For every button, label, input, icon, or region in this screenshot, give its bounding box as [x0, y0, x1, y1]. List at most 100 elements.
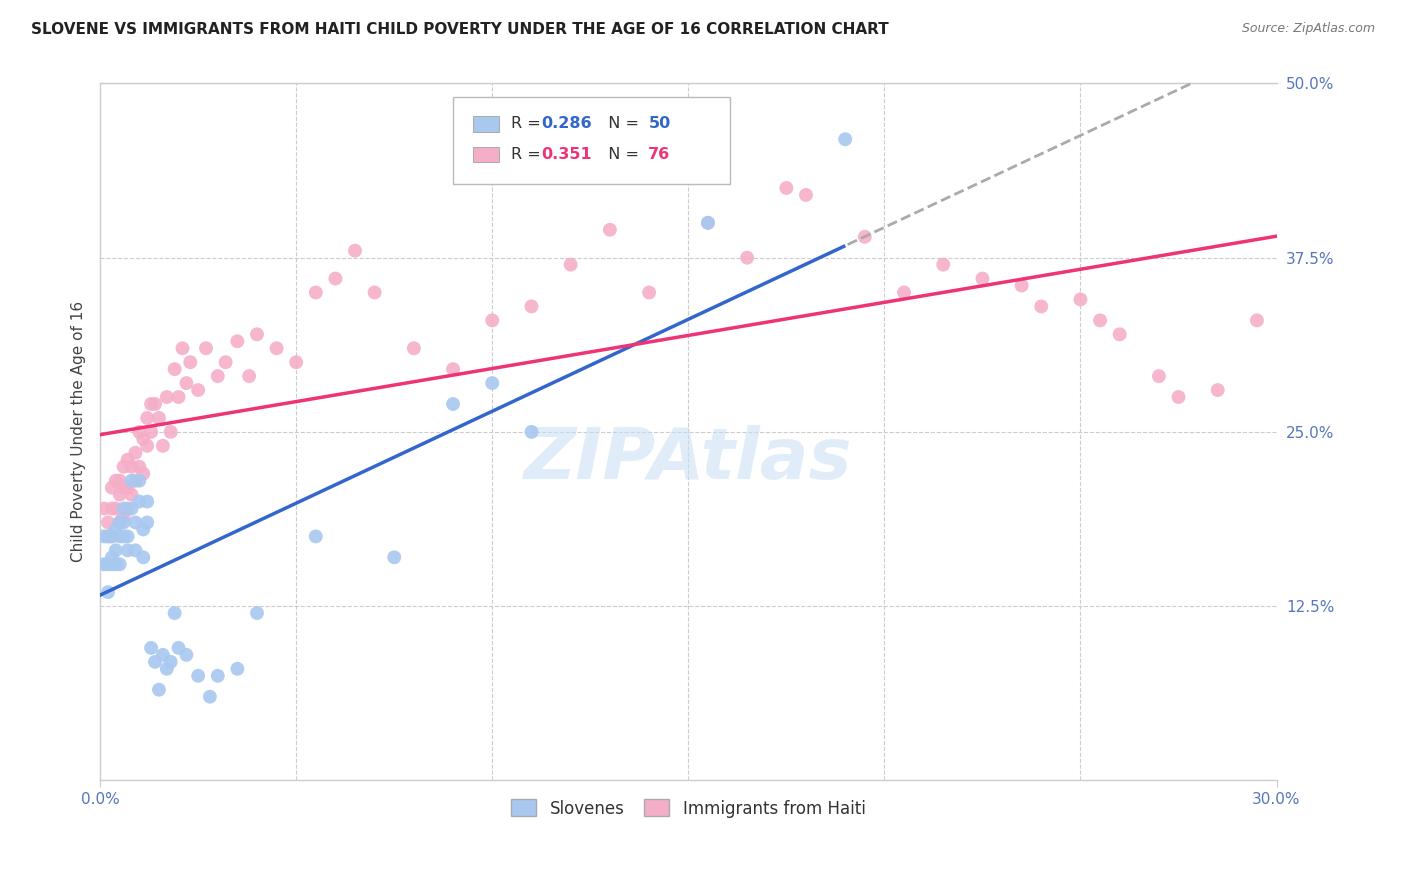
Point: [117, 481, 139, 495]
Point: [735, 251, 758, 265]
Point: [136, 411, 159, 425]
Point: [136, 494, 159, 508]
Point: [132, 550, 155, 565]
Point: [108, 558, 131, 572]
Point: [599, 223, 621, 237]
Point: [108, 516, 131, 530]
Point: [97, 529, 120, 543]
Point: [266, 341, 288, 355]
Point: [124, 474, 146, 488]
Point: [112, 529, 135, 543]
Point: [163, 606, 186, 620]
Point: [238, 369, 260, 384]
Point: [932, 258, 955, 272]
Point: [121, 474, 143, 488]
Point: [139, 425, 162, 439]
Point: [101, 529, 124, 543]
Point: [117, 452, 139, 467]
Point: [481, 313, 503, 327]
Point: [104, 501, 127, 516]
Point: [124, 543, 146, 558]
Point: [121, 501, 143, 516]
Point: [1011, 278, 1033, 293]
Point: [325, 271, 347, 285]
Point: [93, 501, 115, 516]
Point: [156, 662, 179, 676]
Point: [187, 383, 209, 397]
Point: [893, 285, 915, 300]
Point: [121, 487, 143, 501]
Point: [1147, 369, 1170, 384]
Point: [246, 327, 269, 342]
Point: [481, 376, 503, 390]
Point: [108, 474, 131, 488]
Point: [520, 300, 543, 314]
Point: [834, 132, 856, 146]
Point: [97, 558, 120, 572]
Point: [117, 501, 139, 516]
Point: [285, 355, 308, 369]
Point: [108, 516, 131, 530]
Point: [775, 181, 797, 195]
Point: [128, 425, 150, 439]
Point: [148, 682, 170, 697]
Point: [1088, 313, 1111, 327]
Point: [139, 640, 162, 655]
Text: ZIPAtlas: ZIPAtlas: [524, 425, 852, 494]
Point: [136, 516, 159, 530]
Point: [972, 271, 994, 285]
Point: [121, 459, 143, 474]
Point: [402, 341, 425, 355]
Point: [101, 481, 124, 495]
Point: [1167, 390, 1189, 404]
Point: [101, 501, 124, 516]
Point: [97, 529, 120, 543]
Point: [344, 244, 367, 258]
Text: R =: R =: [510, 116, 546, 131]
Point: [226, 662, 249, 676]
Point: [117, 529, 139, 543]
Text: 76: 76: [648, 147, 671, 162]
Point: [207, 369, 229, 384]
Point: [97, 585, 120, 599]
Point: [305, 285, 328, 300]
Point: [132, 432, 155, 446]
Point: [104, 543, 127, 558]
Point: [246, 606, 269, 620]
Point: [112, 508, 135, 523]
Point: [101, 550, 124, 565]
Point: [794, 188, 817, 202]
Point: [108, 487, 131, 501]
Point: [198, 690, 221, 704]
Point: [112, 501, 135, 516]
Point: [167, 640, 190, 655]
FancyBboxPatch shape: [472, 116, 499, 131]
Point: [187, 669, 209, 683]
Point: [143, 397, 166, 411]
Point: [1031, 300, 1053, 314]
Point: [1069, 293, 1091, 307]
Point: [101, 558, 124, 572]
Text: 0.351: 0.351: [541, 147, 592, 162]
Point: [143, 655, 166, 669]
Point: [176, 648, 198, 662]
Point: [159, 655, 181, 669]
Point: [167, 390, 190, 404]
Point: [112, 516, 135, 530]
Point: [176, 376, 198, 390]
Point: [93, 558, 115, 572]
Point: [124, 516, 146, 530]
Point: [638, 285, 661, 300]
FancyBboxPatch shape: [453, 97, 730, 185]
Point: [104, 474, 127, 488]
Point: [152, 439, 174, 453]
Point: [1108, 327, 1130, 342]
Point: [104, 558, 127, 572]
Point: [97, 516, 120, 530]
Point: [853, 229, 876, 244]
Text: N =: N =: [598, 147, 644, 162]
Point: [441, 397, 464, 411]
Point: [139, 397, 162, 411]
Point: [305, 529, 328, 543]
Point: [128, 459, 150, 474]
